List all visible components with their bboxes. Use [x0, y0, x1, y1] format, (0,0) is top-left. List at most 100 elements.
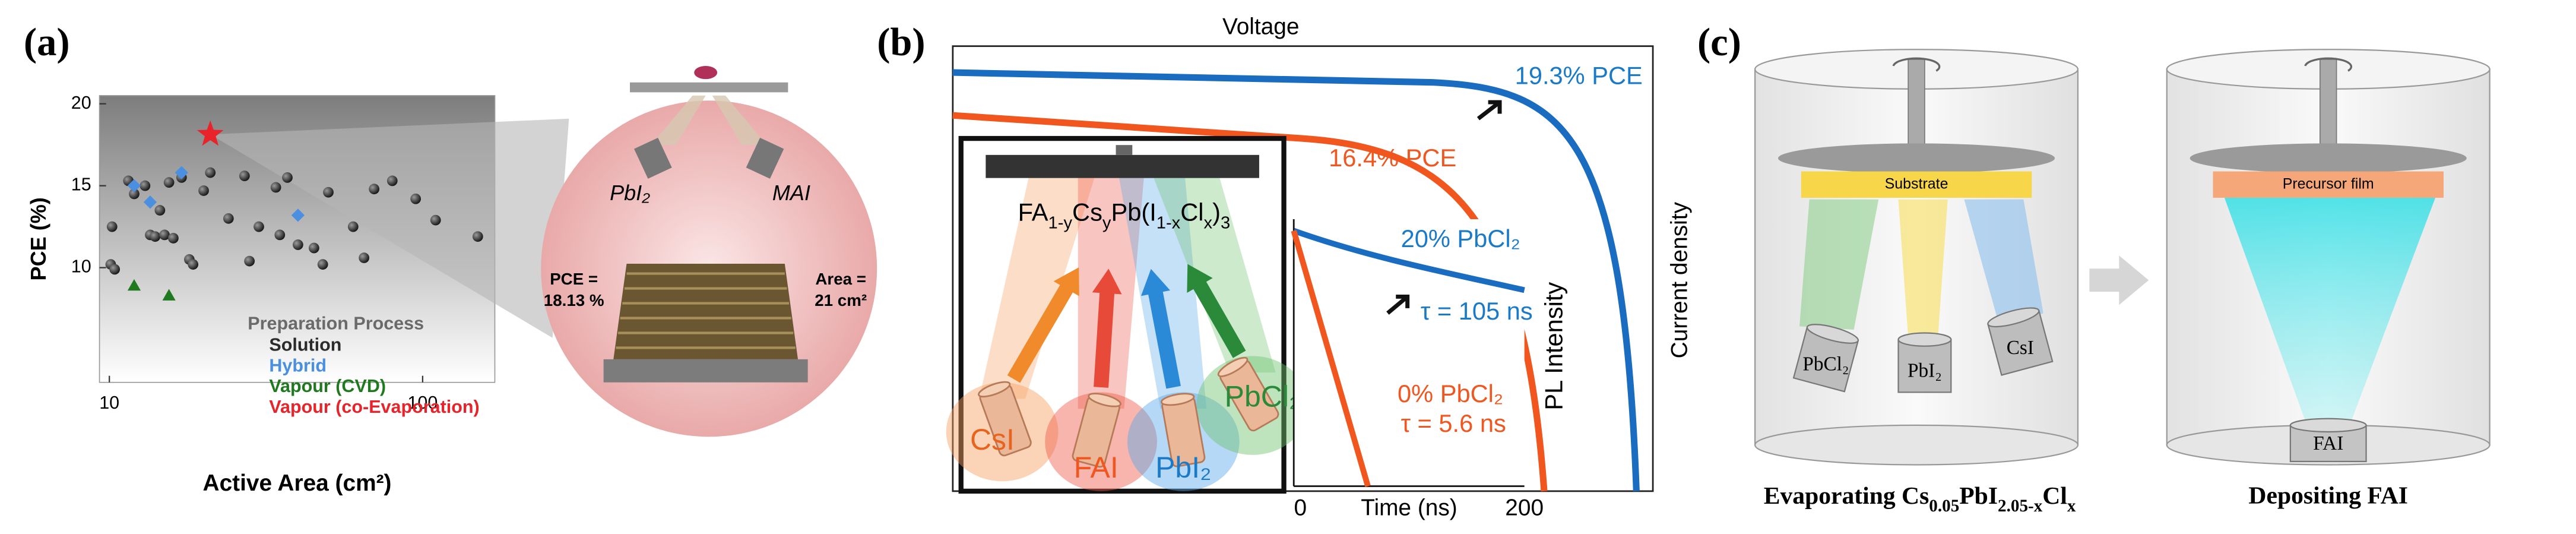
top-plate — [630, 82, 788, 93]
pl-label: 0% PbCl₂ — [1398, 380, 1503, 407]
pl-label: τ = 5.6 ns — [1401, 409, 1506, 437]
source-label: CsI — [970, 423, 1015, 456]
data-point — [309, 242, 319, 254]
precursor-film — [2213, 171, 2444, 198]
top-plate — [986, 154, 1259, 178]
data-point — [163, 177, 175, 188]
curve-label: 19.3% PCE — [1515, 61, 1643, 89]
crucible-top — [2289, 418, 2367, 433]
substrate-holder — [2190, 143, 2467, 173]
crucible-top — [1217, 356, 1249, 377]
data-point — [369, 184, 380, 195]
pl-curve-high — [1292, 227, 1525, 293]
crucible — [1792, 324, 1859, 393]
caption-part: Cl — [2042, 482, 2067, 510]
legend-title: Preparation Process — [248, 314, 424, 334]
caption-part: 0.05 — [1929, 497, 1959, 516]
formula-part: FA — [1018, 198, 1048, 226]
data-point — [282, 172, 293, 183]
pl-label: 20% PbCl₂ — [1401, 225, 1520, 252]
pl-label: τ = 105 ns — [1421, 297, 1533, 325]
formula-part: 3 — [1221, 213, 1230, 232]
deposition-arrowhead — [1092, 268, 1122, 295]
data-point — [198, 185, 209, 196]
data-point — [472, 231, 483, 242]
y-tick-label: 10 — [71, 257, 91, 277]
data-point — [150, 231, 161, 242]
beam — [2224, 197, 2436, 425]
legend-entry: Hybrid — [269, 355, 327, 375]
formula-part: y — [1102, 213, 1111, 232]
data-point — [188, 259, 199, 270]
caption-part: PbI — [1959, 482, 1998, 510]
crucible — [1072, 393, 1121, 468]
caption: Depositing FAI — [2248, 482, 2408, 510]
crucible-top — [1897, 332, 1952, 347]
caption-part: Evaporating Cs — [1764, 482, 1929, 510]
substrate — [1801, 171, 2032, 198]
data-point — [244, 255, 255, 267]
data-point — [410, 193, 422, 204]
crucible — [1217, 356, 1279, 432]
data-point — [317, 259, 328, 270]
x-axis-label: Active Area (cm²) — [203, 470, 392, 496]
panel-label: (b) — [877, 21, 925, 64]
crucible-top — [1987, 307, 2040, 328]
formula-part: Cl — [1180, 198, 1203, 226]
data-point — [106, 221, 118, 232]
panel-label: (c) — [1697, 21, 1741, 64]
axis-label: Current density — [1667, 201, 1693, 358]
data-point — [347, 221, 359, 232]
formula-part: Cs — [1072, 198, 1102, 226]
deposition-arrow — [1146, 282, 1181, 389]
data-point — [162, 289, 176, 301]
source-label: CsI — [2007, 337, 2034, 359]
x-tick-label: 100 — [407, 393, 438, 413]
deposition-arrow — [1094, 283, 1116, 388]
data-point — [197, 120, 224, 146]
deposition-arrow — [1007, 276, 1078, 383]
crucible — [1160, 393, 1206, 467]
data-point — [140, 180, 151, 191]
data-point — [223, 213, 234, 224]
rotation-arrow — [2304, 57, 2353, 72]
source-left — [634, 137, 672, 179]
jv-curve-high — [952, 69, 1640, 492]
source-label: FAI — [2313, 432, 2343, 454]
deposition-arrowhead — [1140, 268, 1171, 296]
caption-part: x — [2067, 497, 2076, 516]
axis-label: PL Intensity — [1539, 282, 1567, 410]
crucible-top — [1806, 324, 1859, 344]
vapour-cone — [1154, 178, 1276, 373]
data-point — [154, 205, 166, 216]
zoom-wedge — [210, 118, 569, 338]
inset-label: Area = — [815, 270, 866, 288]
pl-curve-low — [1291, 230, 1371, 487]
formula-part: 1-y — [1048, 213, 1073, 232]
axis-label: Time (ns) — [1361, 495, 1457, 521]
deposition-arrowhead — [1053, 267, 1079, 296]
inset-label: PCE = — [550, 270, 598, 288]
beam-left — [651, 95, 706, 146]
crucible-top — [1088, 393, 1121, 407]
vapour-cone — [979, 178, 1095, 399]
crucible — [1987, 307, 2054, 376]
data-point — [239, 170, 250, 181]
source-label: PbI₂ — [1908, 360, 1942, 382]
rotation-arrow — [1892, 57, 1941, 72]
crucible — [1897, 332, 1952, 393]
deposition-arrow — [1188, 273, 1246, 358]
formula-part: Pb(I — [1111, 198, 1156, 226]
jv-curve-low — [952, 112, 1548, 492]
legend-entry: Solution — [269, 335, 341, 355]
holder — [1116, 145, 1133, 155]
formula-part: ) — [1212, 198, 1221, 226]
device-base — [603, 359, 808, 383]
data-point — [129, 188, 140, 200]
data-point — [430, 214, 441, 226]
shaft — [2320, 59, 2337, 146]
beam — [1964, 199, 2043, 330]
data-point — [159, 229, 170, 241]
source-label: FAI — [1074, 451, 1119, 484]
